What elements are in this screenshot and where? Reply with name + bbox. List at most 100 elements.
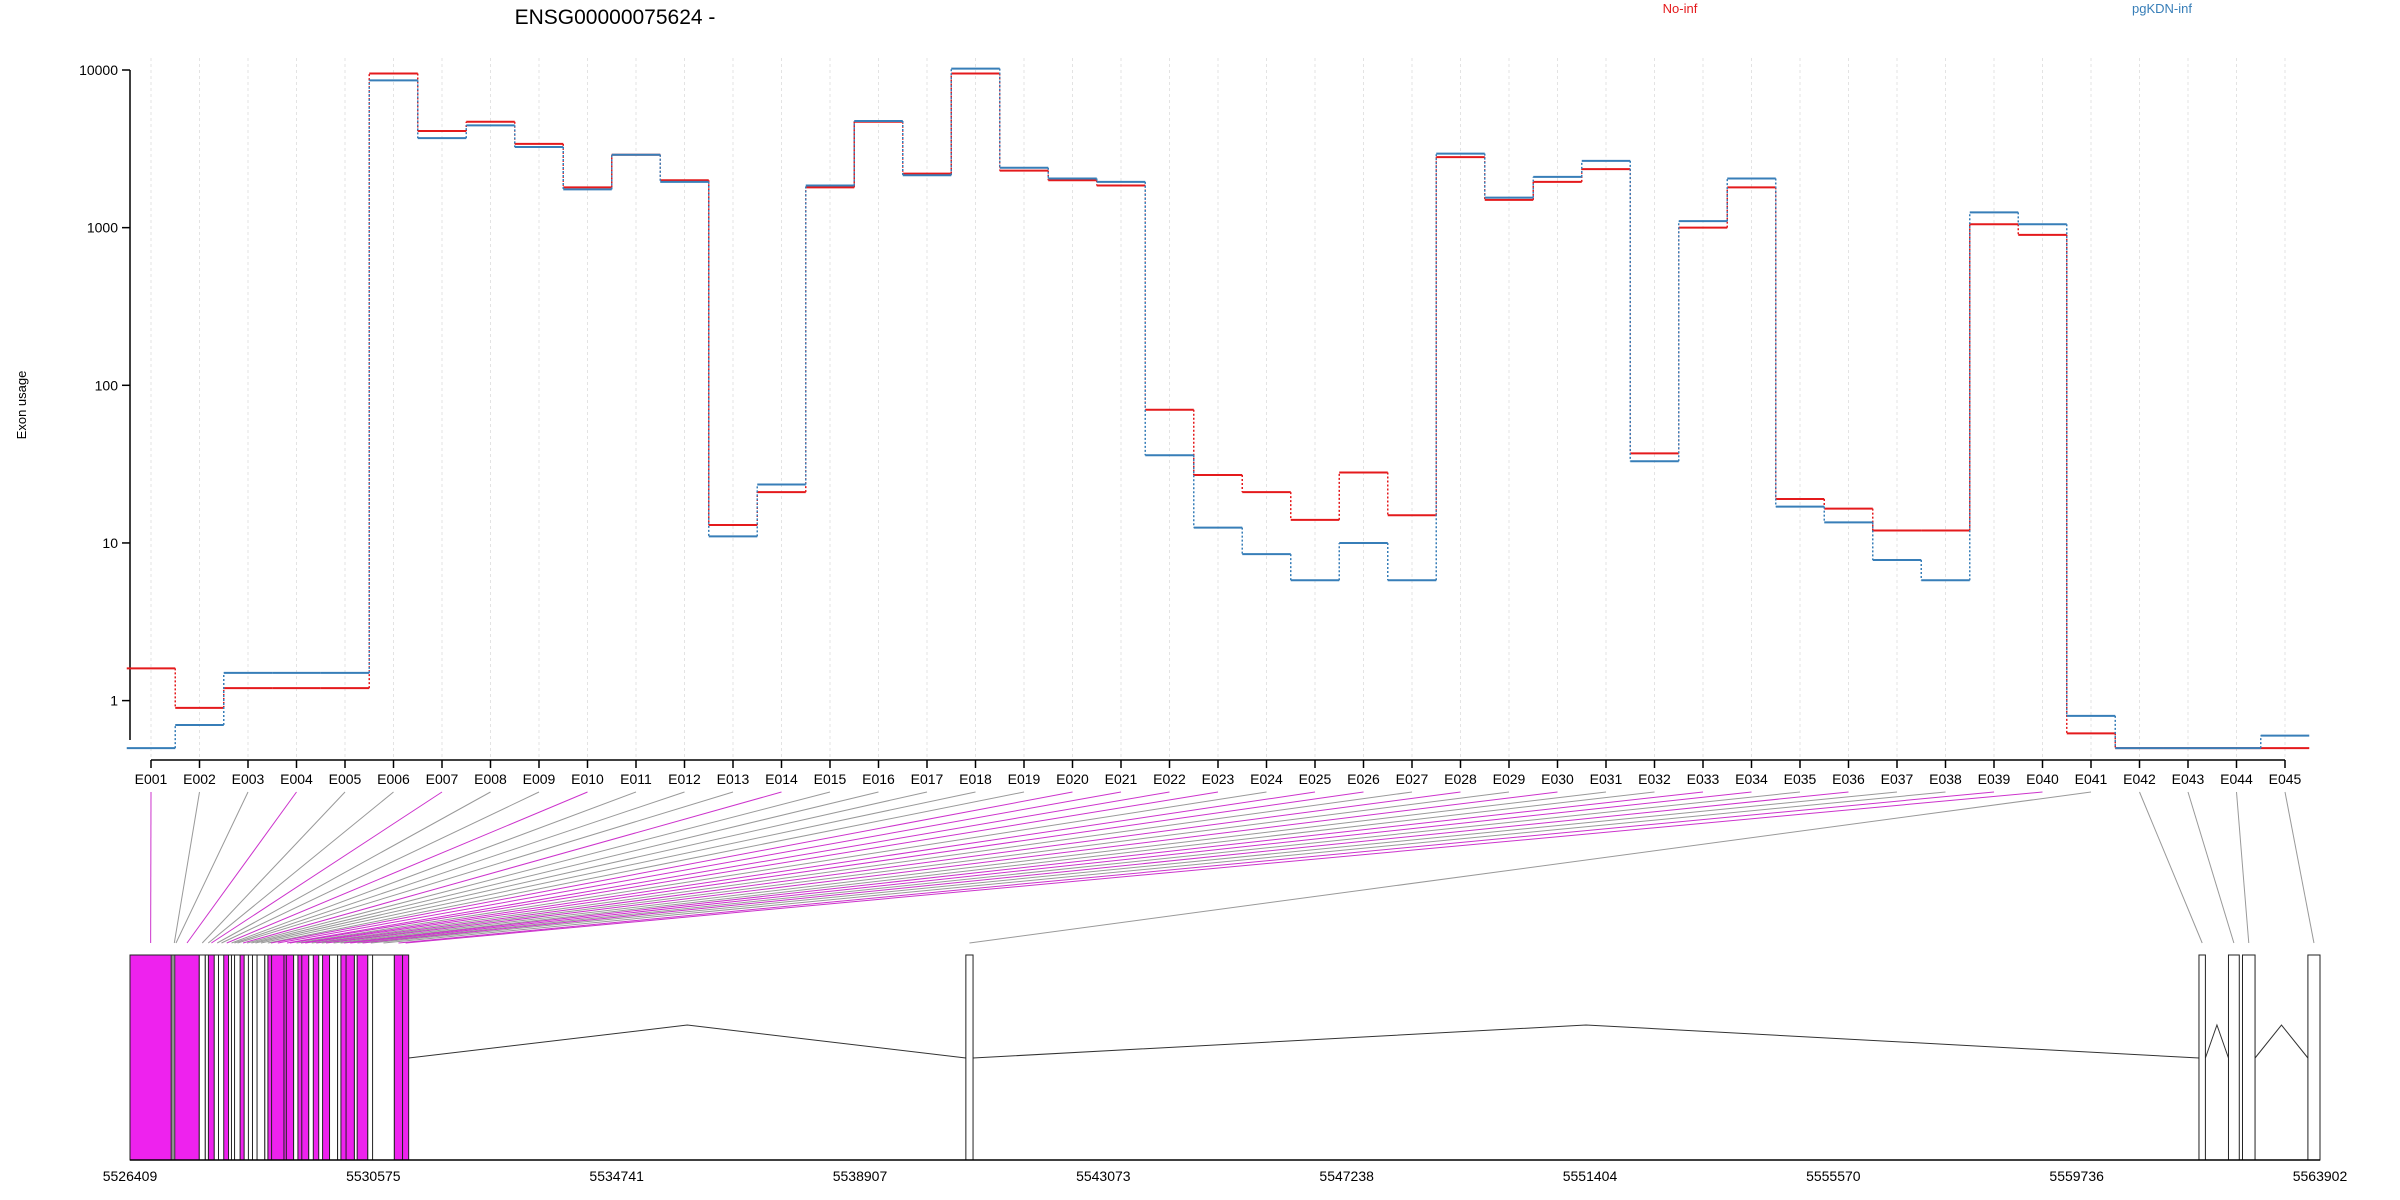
exon-connector (969, 791, 2092, 944)
exon-connector (362, 791, 1849, 944)
x-tick-label: E032 (1638, 771, 1671, 787)
exon-connector (311, 791, 1413, 944)
exon-connector (270, 791, 1073, 944)
exon-connector (398, 791, 1995, 944)
exon-box (2227, 954, 2240, 1161)
exon-connector (255, 791, 928, 944)
exon-box (198, 954, 206, 1161)
exon-connector (173, 791, 200, 944)
exon-box (207, 954, 215, 1161)
x-tick-label: E036 (1832, 771, 1865, 787)
legend-no-inf: No-inf (1663, 1, 1698, 16)
exon-box (2241, 954, 2256, 1161)
x-tick-label: E028 (1444, 771, 1477, 787)
x-tick-label: E004 (280, 771, 313, 787)
exon-connector (321, 791, 1510, 944)
exon-box (174, 954, 200, 1161)
exon-box (372, 954, 395, 1161)
exon-connector (340, 791, 1655, 944)
exon-connector (2139, 791, 2203, 944)
x-tick-label: E024 (1250, 771, 1283, 787)
x-tick-label: E041 (2075, 771, 2108, 787)
exon-connector (237, 791, 734, 944)
gene-model (129, 954, 2321, 1161)
x-tick-label: E030 (1541, 771, 1574, 787)
exon-connector (300, 791, 1316, 944)
exon-connector (2187, 791, 2235, 944)
y-tick-label: 100 (95, 377, 119, 393)
x-tick-label: E038 (1929, 771, 1962, 787)
y-tick-label: 1000 (87, 220, 118, 236)
exon-box (2198, 954, 2206, 1161)
x-tick-label: E035 (1784, 771, 1817, 787)
x-tick-label: E018 (959, 771, 992, 787)
exon-box (329, 954, 339, 1161)
exon-connector (289, 791, 1219, 944)
exon-box (129, 954, 172, 1161)
exon-connector (305, 791, 1364, 944)
genomic-tick-label: 5534741 (589, 1168, 644, 1184)
x-tick-label: E029 (1493, 771, 1526, 787)
x-tick-label: E037 (1881, 771, 1914, 787)
exon-connector (343, 791, 1704, 944)
exon-connector (2236, 791, 2250, 944)
x-tick-label: E019 (1008, 771, 1041, 787)
genomic-tick-label: 5559736 (2049, 1168, 2104, 1184)
exon-connector (277, 791, 1122, 944)
genomic-tick-label: 5530575 (346, 1168, 401, 1184)
exon-box (256, 954, 266, 1161)
exon-connector (175, 791, 249, 944)
exon-connector (333, 791, 1607, 944)
x-tick-label: E026 (1347, 771, 1380, 787)
exon-connector (186, 791, 297, 944)
vertical-gridlines (150, 58, 2286, 760)
exon-connector (267, 791, 1025, 944)
intron (2254, 1024, 2309, 1059)
exon-connector (405, 791, 2043, 944)
genomic-tick-label: 5538907 (833, 1168, 888, 1184)
x-tick-label: E027 (1396, 771, 1429, 787)
y-tick-label: 10 (102, 535, 118, 551)
exon-connector (201, 791, 346, 944)
exon-connector (370, 791, 1898, 944)
x-tick-label: E031 (1590, 771, 1623, 787)
genomic-tick-label: 5563902 (2293, 1168, 2348, 1184)
chart-title: ENSG00000075624 - (515, 6, 716, 29)
x-tick-label: E015 (814, 771, 847, 787)
exon-connector (247, 791, 831, 944)
exon-box (301, 954, 310, 1161)
exon-box (2307, 954, 2321, 1161)
exon-connector (216, 791, 491, 944)
exon-connector (211, 791, 443, 944)
exon-connector (350, 791, 1752, 944)
x-tick-label: E021 (1105, 771, 1138, 787)
intron (408, 1024, 966, 1059)
x-tick-label: E011 (620, 771, 652, 787)
exon-connector (296, 791, 1267, 944)
x-tick-label: E043 (2172, 771, 2205, 787)
exon-box (322, 954, 331, 1161)
y-tick-label: 10000 (79, 62, 118, 78)
intron (2204, 1023, 2229, 1059)
x-tick-label: E040 (2026, 771, 2059, 787)
intron (973, 1024, 2199, 1059)
x-tick-label: E023 (1202, 771, 1235, 787)
exon-connector (242, 791, 782, 944)
x-tick-label: E013 (717, 771, 750, 787)
exon-connector (207, 791, 394, 944)
x-tick-label: E045 (2269, 771, 2302, 787)
x-tick-label: E016 (862, 771, 895, 787)
exon-connector (2284, 791, 2315, 944)
x-tick-label: E003 (232, 771, 265, 787)
x-tick-label: E002 (183, 771, 216, 787)
y-axis-label: Exon usage (14, 371, 29, 440)
x-tick-label: E009 (523, 771, 556, 787)
exon-connector (286, 791, 1170, 944)
x-tick-label: E020 (1056, 771, 1089, 787)
x-tick-label: E014 (765, 771, 798, 787)
exon-box (402, 954, 410, 1161)
x-tick-label: E033 (1687, 771, 1720, 787)
genomic-tick-label: 5543073 (1076, 1168, 1131, 1184)
exon-connector (316, 791, 1461, 944)
